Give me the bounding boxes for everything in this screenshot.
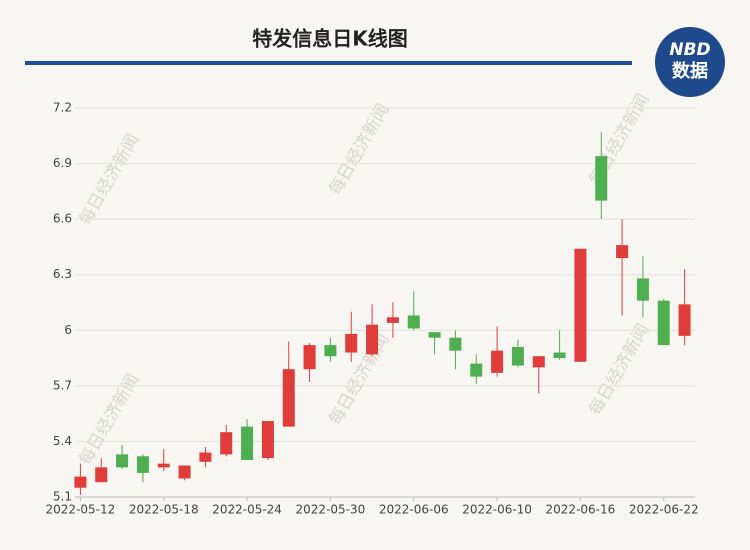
candle-body xyxy=(74,476,87,488)
y-tick-label: 5.1 xyxy=(53,490,72,504)
candle-body xyxy=(616,245,629,259)
candle-body xyxy=(95,467,108,483)
candle-body xyxy=(491,350,504,373)
x-tick-label: 2022-05-12 xyxy=(46,503,116,517)
candle-body xyxy=(428,332,441,338)
candle-body xyxy=(678,304,691,336)
candle-body xyxy=(178,465,191,479)
candle-body xyxy=(470,363,483,377)
watermark: 每日经济新闻 xyxy=(585,321,653,419)
x-tick-label: 2022-06-16 xyxy=(546,503,616,517)
watermark: 每日经济新闻 xyxy=(325,101,393,199)
y-tick-label: 6 xyxy=(64,323,72,337)
candle-body xyxy=(303,345,316,370)
x-tick-label: 2022-06-10 xyxy=(462,503,532,517)
candle-body xyxy=(511,346,524,366)
candle-body xyxy=(366,324,379,355)
y-tick-label: 5.7 xyxy=(53,378,72,392)
logo-text: 数据 xyxy=(672,60,708,82)
x-tick-label: 2022-05-18 xyxy=(129,503,199,517)
candle-body xyxy=(532,356,545,368)
title-rule xyxy=(25,61,632,65)
candle-body xyxy=(220,432,233,455)
candle-body xyxy=(574,248,587,362)
candle-body xyxy=(345,333,358,353)
candle-body xyxy=(116,454,129,468)
x-tick-label: 2022-06-22 xyxy=(629,503,699,517)
logo-text: NBD xyxy=(669,40,710,60)
candle-body xyxy=(657,300,670,346)
logo xyxy=(655,27,725,97)
candle-body xyxy=(407,315,420,329)
y-tick-label: 6.3 xyxy=(53,267,72,281)
candle-body xyxy=(553,352,566,359)
watermark: 每日经济新闻 xyxy=(75,371,143,469)
y-tick-label: 5.4 xyxy=(53,434,72,448)
candle-body xyxy=(636,278,649,301)
candle-body xyxy=(282,369,295,427)
candle-body xyxy=(595,156,608,201)
candle-body xyxy=(241,426,254,460)
y-tick-label: 6.6 xyxy=(53,212,72,226)
candle-body xyxy=(136,456,149,473)
candle-body xyxy=(449,337,462,351)
candle-body xyxy=(157,463,170,468)
watermark: 每日经济新闻 xyxy=(75,131,143,229)
x-tick-label: 2022-06-06 xyxy=(379,503,449,517)
x-tick-label: 2022-05-24 xyxy=(212,503,282,517)
y-tick-label: 6.9 xyxy=(53,156,72,170)
candle-body xyxy=(261,421,274,459)
y-tick-label: 7.2 xyxy=(53,101,72,115)
candle-body xyxy=(199,452,212,462)
chart-title: 特发信息日K线图 xyxy=(252,27,408,51)
candle-body xyxy=(386,317,399,323)
x-tick-label: 2022-05-30 xyxy=(296,503,366,517)
candle-body xyxy=(324,345,337,357)
